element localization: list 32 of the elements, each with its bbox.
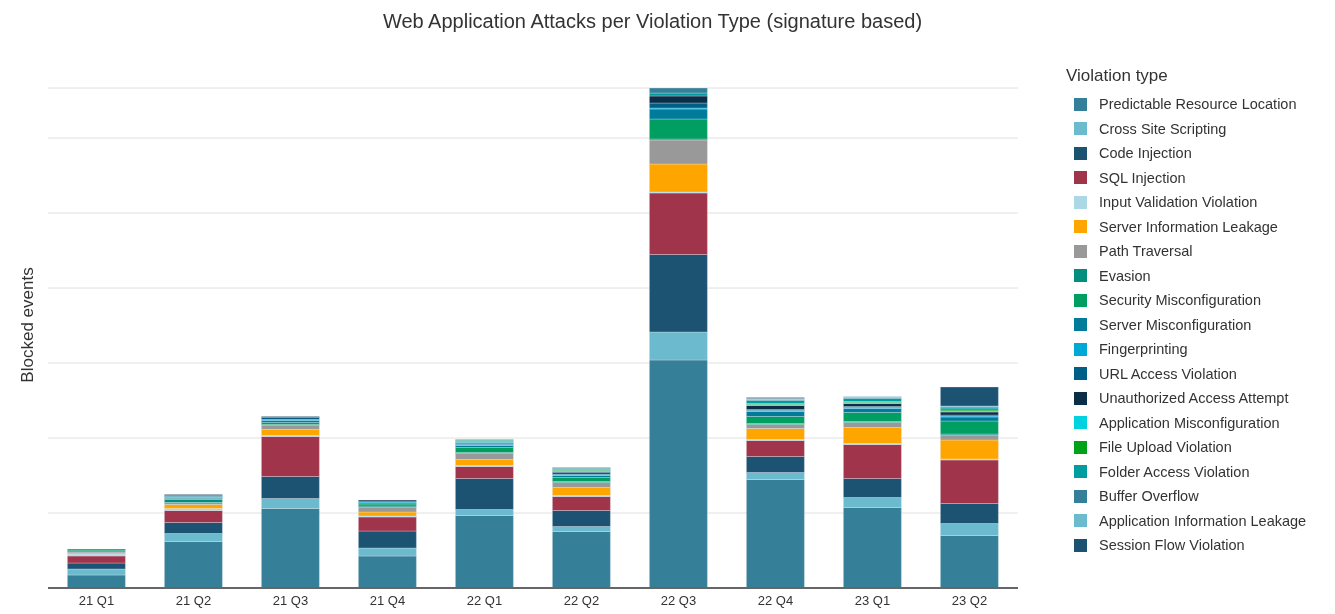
legend-label: Unauthorized Access Attempt: [1099, 390, 1289, 407]
legend-label: Security Misconfiguration: [1099, 292, 1261, 309]
x-tick-label: 22 Q3: [660, 593, 697, 609]
x-tick-label: 21 Q1: [78, 593, 115, 609]
legend-label: Path Traversal: [1099, 243, 1193, 260]
y-axis-title: Blocked events: [18, 267, 38, 383]
x-tick-label: 23 Q1: [854, 593, 891, 609]
legend-title: Violation type: [1066, 66, 1169, 86]
x-tick-label: 21 Q4: [369, 593, 406, 609]
legend-label: Fingerprinting: [1099, 341, 1188, 358]
legend-label: Folder Access Violation: [1099, 463, 1250, 480]
x-tick-label: 22 Q1: [466, 593, 503, 609]
legend-label: Code Injection: [1099, 145, 1192, 162]
chart-title: Web Application Attacks per Violation Type (signature based): [381, 10, 924, 33]
x-tick-label: 22 Q4: [757, 593, 794, 609]
x-tick-label: 22 Q2: [563, 593, 600, 609]
legend-label: Application Information Leakage: [1099, 512, 1307, 529]
legend-label: Buffer Overflow: [1099, 488, 1199, 505]
x-tick-label: 23 Q2: [951, 593, 988, 609]
x-tick-label: 21 Q3: [272, 593, 309, 609]
legend-label: URL Access Violation: [1099, 365, 1237, 382]
legend-label: Server Misconfiguration: [1099, 316, 1252, 333]
legend-label: Predictable Resource Location: [1099, 96, 1297, 113]
legend-label: Application Misconfiguration: [1099, 414, 1280, 431]
legend-label: File Upload Violation: [1099, 439, 1232, 456]
legend-label: SQL Injection: [1099, 169, 1186, 186]
x-tick-label: 21 Q2: [175, 593, 212, 609]
legend-label: Server Information Leakage: [1099, 218, 1278, 235]
legend-label: Cross Site Scripting: [1099, 120, 1227, 137]
legend-label: Session Flow Violation: [1099, 537, 1245, 554]
legend-label: Evasion: [1099, 267, 1151, 284]
legend-label: Input Validation Violation: [1099, 194, 1258, 211]
